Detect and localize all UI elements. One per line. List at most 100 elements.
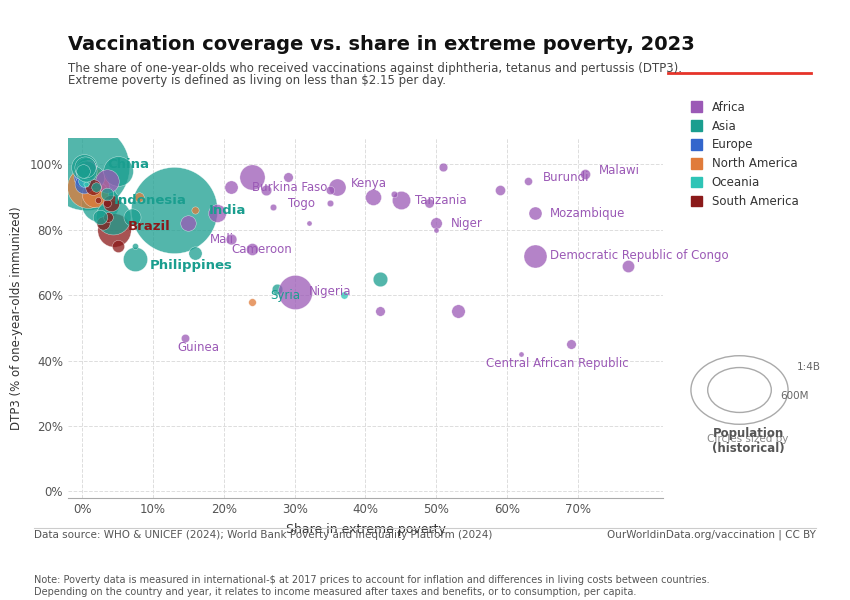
Point: [280, 172, 294, 182]
Point: [267, 202, 280, 212]
Point: [288, 287, 302, 296]
Point: [79, 179, 93, 188]
Point: [450, 307, 464, 316]
Point: [79, 166, 93, 176]
Point: [76, 166, 89, 176]
Point: [259, 185, 273, 195]
Text: Burundi: Burundi: [542, 171, 589, 184]
Point: [89, 182, 103, 192]
Point: [101, 212, 115, 221]
Point: [86, 172, 99, 182]
Point: [76, 169, 90, 179]
Point: [514, 349, 528, 359]
Y-axis label: DTP3 (% of one-year-olds immunized): DTP3 (% of one-year-olds immunized): [10, 206, 23, 430]
Point: [224, 182, 238, 192]
Text: Population
(historical): Population (historical): [711, 427, 785, 455]
Text: Togo: Togo: [287, 197, 314, 210]
Text: 600M: 600M: [779, 391, 808, 401]
Point: [128, 254, 142, 264]
Text: Extreme poverty is defined as living on less than $2.15 per day.: Extreme poverty is defined as living on …: [68, 74, 446, 87]
Point: [246, 172, 259, 182]
Text: Kenya: Kenya: [351, 178, 388, 190]
Point: [323, 199, 337, 208]
Point: [91, 196, 105, 205]
Point: [246, 297, 259, 307]
Point: [529, 251, 542, 260]
Point: [86, 182, 99, 192]
Point: [429, 225, 443, 235]
Point: [125, 212, 139, 221]
Point: [100, 176, 114, 185]
Point: [110, 166, 124, 176]
Point: [189, 248, 202, 257]
Text: Data source: WHO & UNICEF (2024); World Bank Poverty and Inequality Platform (20: Data source: WHO & UNICEF (2024); World …: [34, 530, 492, 540]
Point: [79, 163, 93, 172]
Text: Circles sized by: Circles sized by: [707, 434, 789, 443]
Point: [189, 205, 202, 215]
Text: Philippines: Philippines: [150, 259, 232, 272]
Point: [270, 284, 284, 293]
Text: Our World: Our World: [704, 37, 775, 50]
Point: [578, 169, 592, 179]
Text: Malawi: Malawi: [599, 164, 640, 177]
Point: [93, 199, 106, 208]
Point: [437, 163, 451, 172]
Text: The share of one-year-olds who received vaccinations against diphtheria, tetanus: The share of one-year-olds who received …: [68, 62, 682, 75]
Point: [105, 199, 118, 208]
Point: [81, 182, 94, 192]
Point: [128, 241, 142, 251]
Point: [620, 261, 634, 271]
Point: [224, 235, 238, 244]
Text: Tanzania: Tanzania: [415, 194, 467, 206]
Point: [323, 185, 337, 195]
Point: [88, 189, 102, 199]
Text: Syria: Syria: [269, 289, 300, 302]
Text: Burkina Faso: Burkina Faso: [252, 181, 327, 194]
Text: Note: Poverty data is measured in international-$ at 2017 prices to account for : Note: Poverty data is measured in intern…: [34, 575, 710, 597]
Point: [373, 274, 387, 284]
Point: [77, 176, 91, 185]
Point: [366, 192, 379, 202]
Text: Democratic Republic of Congo: Democratic Republic of Congo: [550, 250, 728, 262]
Text: Mali: Mali: [210, 233, 234, 246]
Point: [522, 176, 536, 185]
Text: Central African Republic: Central African Republic: [486, 358, 628, 370]
Point: [429, 218, 443, 228]
Point: [132, 192, 145, 202]
Text: Brazil: Brazil: [128, 220, 171, 233]
Point: [302, 218, 315, 228]
Point: [178, 333, 191, 343]
Point: [100, 199, 114, 208]
Point: [493, 185, 507, 195]
Text: Mozambique: Mozambique: [550, 207, 625, 220]
Point: [167, 205, 180, 215]
Text: Guinea: Guinea: [178, 341, 220, 354]
X-axis label: Share in extreme poverty: Share in extreme poverty: [286, 523, 445, 536]
Point: [110, 241, 124, 251]
Point: [76, 166, 90, 176]
Point: [107, 225, 121, 235]
Point: [82, 163, 96, 172]
Point: [394, 196, 408, 205]
Point: [331, 182, 344, 192]
Point: [93, 212, 106, 221]
Point: [97, 218, 110, 228]
Text: Niger: Niger: [450, 217, 482, 230]
Point: [373, 307, 387, 316]
Point: [387, 189, 400, 199]
Point: [77, 179, 91, 188]
Point: [422, 199, 436, 208]
Point: [82, 169, 96, 179]
Text: 1:4B: 1:4B: [796, 362, 820, 372]
Point: [79, 163, 93, 172]
Point: [77, 172, 91, 182]
Text: China: China: [107, 158, 149, 170]
Text: Indonesia: Indonesia: [114, 194, 187, 206]
Point: [246, 244, 259, 254]
Point: [106, 212, 120, 221]
Legend: Africa, Asia, Europe, North America, Oceania, South America: Africa, Asia, Europe, North America, Oce…: [686, 96, 803, 213]
Text: OurWorldinData.org/vaccination | CC BY: OurWorldinData.org/vaccination | CC BY: [607, 529, 816, 540]
Point: [78, 163, 92, 172]
Text: Vaccination coverage vs. share in extreme poverty, 2023: Vaccination coverage vs. share in extrem…: [68, 35, 694, 54]
Point: [210, 208, 224, 218]
